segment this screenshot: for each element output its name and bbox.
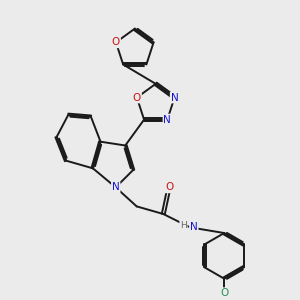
Text: O: O bbox=[165, 182, 173, 192]
Text: N: N bbox=[190, 222, 198, 232]
Text: H: H bbox=[180, 221, 187, 230]
Text: N: N bbox=[112, 182, 120, 192]
Text: N: N bbox=[171, 92, 178, 103]
Text: O: O bbox=[112, 37, 120, 47]
Text: O: O bbox=[220, 288, 228, 298]
Text: N: N bbox=[164, 115, 171, 124]
Text: O: O bbox=[133, 92, 141, 103]
